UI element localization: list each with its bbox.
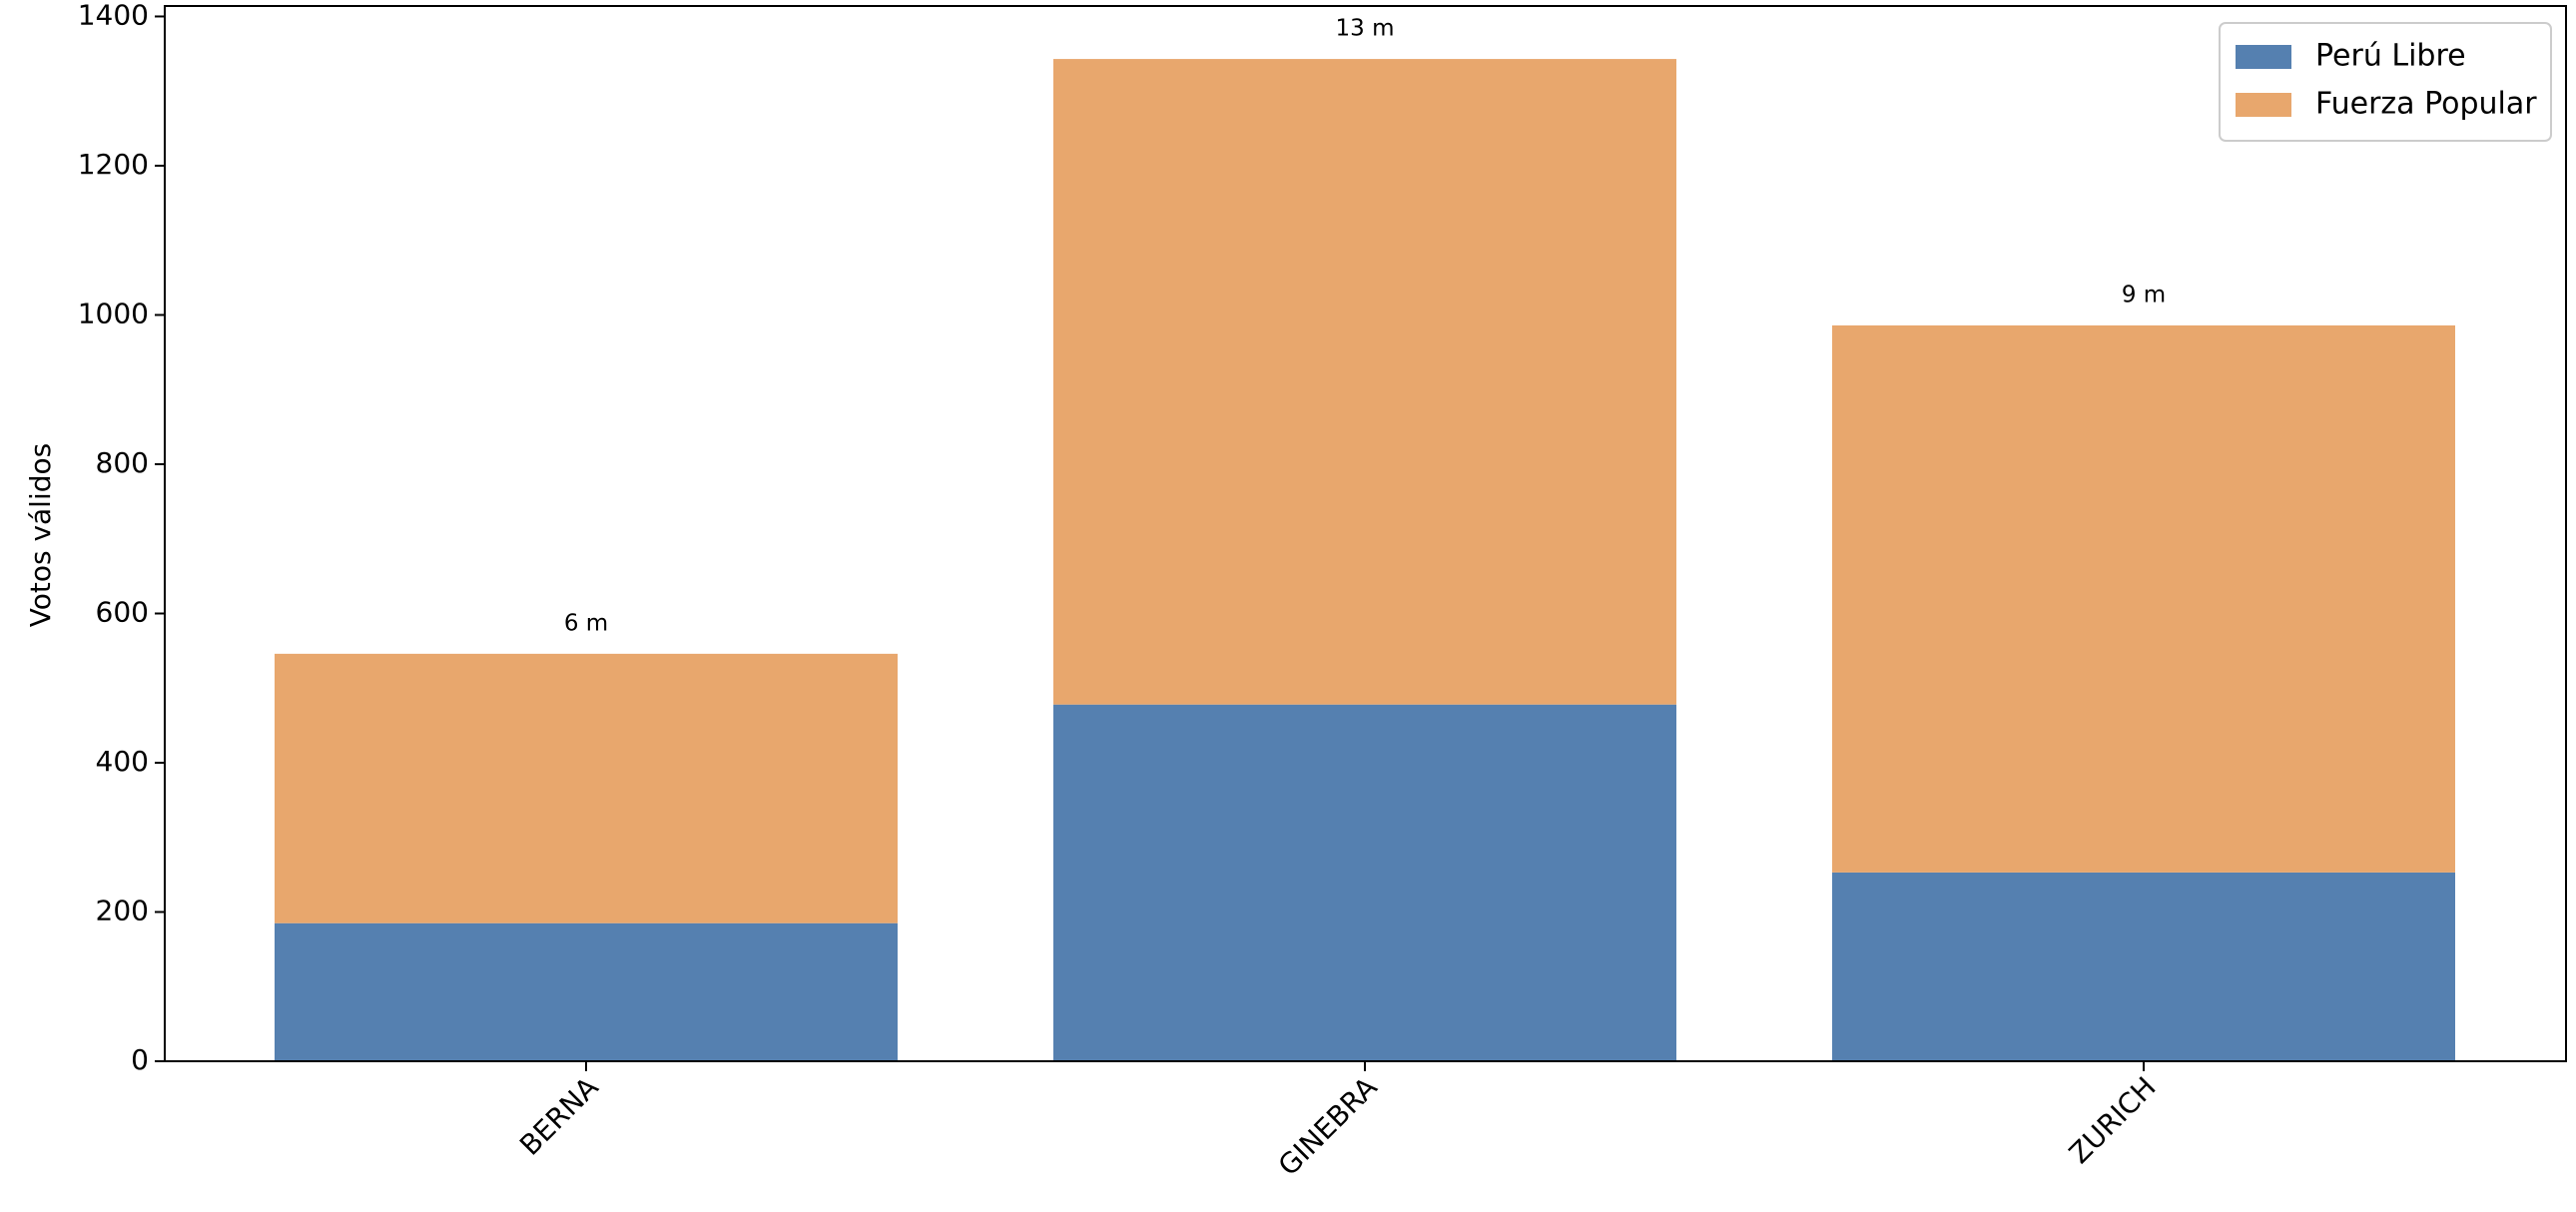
y-tick-label: 1200 [78,148,149,181]
y-tick-label: 1400 [78,0,149,31]
plot-frame [164,5,2567,1062]
bar-segment [1832,872,2455,1061]
legend-label: Perú Libre [2315,39,2466,74]
legend-swatch [2236,45,2291,69]
bar-annotation: 13 m [1336,16,1395,42]
bar-annotation: 9 m [2122,282,2166,307]
bar-segment [1053,59,1676,705]
legend-box [2219,22,2552,142]
bar-segment [275,653,898,923]
x-tick-label: GINEBRA [1272,1070,1384,1182]
legend-label: Fuerza Popular [2315,87,2537,122]
bar-segment [275,922,898,1061]
y-tick-label: 1000 [78,297,149,329]
y-axis-label: Votos válidos [24,443,57,628]
bar-segment [1832,324,2455,873]
x-tick-label: ZURICH [2063,1070,2163,1170]
bar-annotation: 6 m [564,610,608,636]
y-tick-label: 400 [96,745,149,778]
x-tick-label: BERNA [513,1070,605,1162]
bar-segment [1053,704,1676,1061]
y-tick-label: 800 [96,446,149,479]
legend-swatch [2236,93,2291,117]
y-tick-label: 200 [96,894,149,926]
y-tick-label: 0 [131,1043,149,1076]
y-tick-label: 600 [96,595,149,628]
